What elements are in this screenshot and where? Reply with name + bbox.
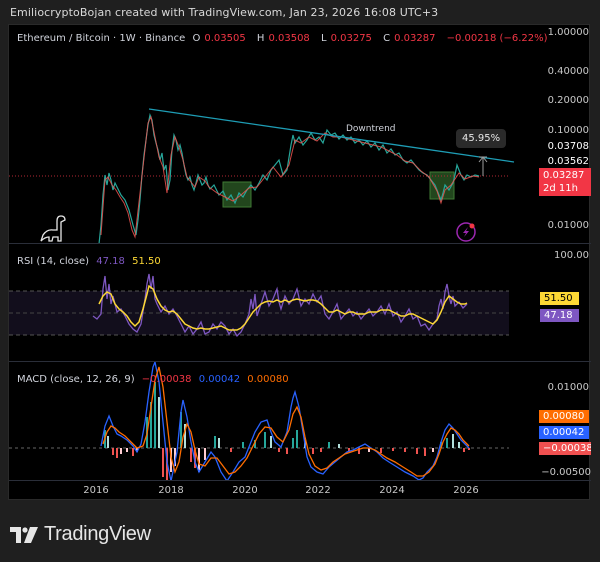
- dino-icon: [40, 215, 66, 242]
- rsi-band-fill: [9, 291, 509, 335]
- rsi-ma-tag: 51.50: [540, 292, 579, 305]
- time-axis-label: 2020: [232, 485, 258, 496]
- macd-signal-line: [102, 366, 470, 477]
- macd-pane[interactable]: MACD (close, 12, 26, 9) −0.00038 0.00042…: [9, 362, 591, 481]
- macd-line: [100, 362, 470, 480]
- macd-signal-value: 0.00080: [247, 374, 289, 385]
- time-axis-label: 2018: [158, 485, 184, 496]
- macd-hist-tag: −0.00038: [539, 442, 591, 455]
- macd-axis-label: −0.00500: [541, 467, 591, 478]
- time-axis-label: 2024: [379, 485, 405, 496]
- macd-legend[interactable]: MACD (close, 12, 26, 9) −0.00038 0.00042…: [17, 374, 293, 385]
- rsi-pane[interactable]: RSI (14, close) 47.18 51.50 100.00 51.50…: [9, 244, 591, 362]
- accumulation-zone-2019: [222, 181, 252, 208]
- price-pane[interactable]: Ethereum / Bitcoin · 1W · Binance O 0.035…: [9, 25, 591, 244]
- price-axis-label: 0.03708: [547, 141, 589, 152]
- change-value: −0.00218 (−6.22%): [446, 33, 548, 44]
- price-axis-label: 0.01000: [547, 220, 589, 231]
- rsi-legend[interactable]: RSI (14, close) 47.18 51.50: [17, 256, 165, 267]
- price-axis-label: 0.10000: [547, 125, 589, 136]
- price-chart-svg: [9, 108, 515, 243]
- rsi-value-tag: 47.18: [540, 309, 579, 322]
- measure-percentage-label[interactable]: 45.95%: [456, 129, 507, 148]
- macd-chart-svg: [9, 362, 509, 480]
- flash-news-icon: [456, 222, 476, 242]
- price-axis-label: 0.03562: [547, 156, 589, 167]
- low-value: 0.03275: [330, 33, 372, 44]
- current-price-tag: 0.03287 2d 11h: [539, 168, 591, 196]
- symbol-title[interactable]: Ethereum / Bitcoin · 1W · Binance: [17, 33, 186, 44]
- bar-countdown: 2d 11h: [543, 183, 578, 194]
- time-axis[interactable]: 2016 2018 2020 2022 2024 2026: [9, 481, 591, 501]
- rsi-ma-value: 51.50: [132, 256, 161, 267]
- close-value: 0.03287: [394, 33, 436, 44]
- time-axis-label: 2022: [305, 485, 331, 496]
- time-axis-label: 2016: [83, 485, 109, 496]
- symbol-legend[interactable]: Ethereum / Bitcoin · 1W · Binance O 0.035…: [17, 33, 548, 44]
- current-price-value: 0.03287: [543, 170, 585, 181]
- macd-axis-label: 0.01000: [547, 382, 589, 393]
- tradingview-brand: TradingView: [44, 523, 151, 545]
- downtrend-label[interactable]: Downtrend: [346, 124, 396, 134]
- macd-hist-value: −0.00038: [141, 374, 192, 385]
- price-axis-label: 0.20000: [547, 95, 589, 106]
- macd-value-tag: 0.00042: [539, 426, 589, 439]
- time-axis-label: 2026: [453, 485, 479, 496]
- rsi-axis-label: 100.00: [554, 250, 589, 261]
- price-axis-label: 0.40000: [547, 66, 589, 77]
- rsi-line: [92, 273, 468, 338]
- high-value: 0.03508: [268, 33, 310, 44]
- macd-title[interactable]: MACD (close, 12, 26, 9): [17, 374, 135, 385]
- open-value: 0.03505: [204, 33, 246, 44]
- tradingview-logo[interactable]: TradingView: [10, 523, 151, 546]
- rsi-chart-svg: [9, 273, 509, 338]
- chart-frame[interactable]: Ethereum / Bitcoin · 1W · Binance O 0.035…: [8, 24, 591, 501]
- rsi-title[interactable]: RSI (14, close): [17, 256, 90, 267]
- tradingview-logo-icon: [10, 526, 38, 543]
- macd-histogram: [104, 382, 470, 480]
- price-axis-label: 1.00000: [547, 27, 589, 38]
- rsi-ma-line: [98, 284, 468, 331]
- macd-value: 0.00042: [198, 374, 241, 385]
- rsi-value: 47.18: [96, 256, 125, 267]
- chart-attribution: EmiliocryptoBojan created with TradingVi…: [10, 6, 439, 19]
- macd-signal-tag: 0.00080: [539, 410, 589, 423]
- downtrend-line: [148, 108, 515, 163]
